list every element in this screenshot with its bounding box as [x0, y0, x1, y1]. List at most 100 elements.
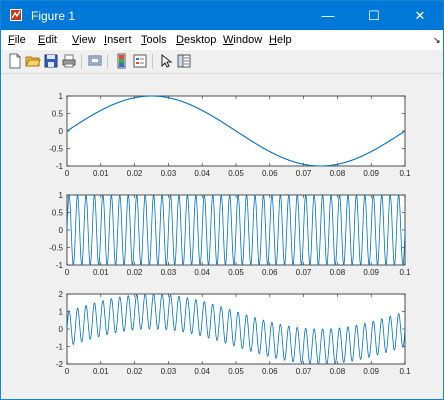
menu-help[interactable]: Help	[269, 34, 292, 46]
menu-help-label: elp	[276, 34, 292, 46]
y-tick-label: -1	[56, 343, 64, 352]
toolbar-separator	[81, 54, 82, 69]
menu-help-accel: H	[269, 34, 277, 46]
x-tick-label: 0.1	[399, 268, 411, 277]
menu-edit-label: dit	[45, 34, 57, 46]
figure-canvas[interactable]: 0 0.01 0.02 0.03 0.04 0.05 0.06 0.07 0.08 0.09 0.1…	[1, 74, 443, 399]
minimize-button[interactable]: —	[321, 8, 335, 23]
menu-desktop-label: esktop	[183, 34, 217, 46]
menu-desktop-accel: D	[176, 34, 184, 46]
y-tick-label: 1	[59, 92, 64, 101]
subplot-3-axes[interactable]: 0 0.01 0.02 0.03 0.04 0.05 0.06 0.07 0.08 0.09 0.1…	[56, 290, 411, 376]
x-tick-label: 0.01	[93, 169, 109, 178]
y-tick-label: 1	[59, 308, 64, 317]
menu-bar: File Edit View Insert Tools Desktop Wind…	[1, 30, 443, 50]
menu-file[interactable]: File	[8, 34, 26, 46]
insert-colorbar-icon[interactable]	[114, 53, 130, 69]
menu-edit-accel: E	[38, 34, 46, 46]
y-tick-label: 0.5	[52, 209, 64, 218]
x-tick-label: 0.04	[194, 169, 210, 178]
x-tick-label: 0.09	[363, 268, 379, 277]
matlab-figure-icon	[10, 9, 22, 21]
menu-tools[interactable]: Tools	[141, 34, 167, 46]
x-tick-label: 0.03	[161, 268, 177, 277]
print-icon[interactable]	[61, 53, 77, 69]
x-tick-label: 0.01	[93, 268, 109, 277]
window-title: Figure 1	[31, 9, 76, 23]
x-tick-label: 0.1	[399, 169, 411, 178]
link-plot-icon[interactable]	[87, 53, 103, 69]
x-tick-label: 0.03	[161, 367, 177, 376]
y-tick-label: -0.5	[49, 244, 63, 253]
plots-svg: 0 0.01 0.02 0.03 0.04 0.05 0.06 0.07 0.08 0.09 0.1…	[49, 92, 411, 376]
x-tick-label: 0.01	[93, 367, 109, 376]
x-tick-label: 0.03	[161, 169, 177, 178]
menu-window-label: indow	[233, 34, 263, 46]
insert-legend-icon[interactable]	[132, 53, 148, 69]
menu-desktop[interactable]: Desktop	[176, 34, 216, 46]
y-tick-label: -1	[56, 261, 64, 270]
menu-window-accel: W	[223, 34, 234, 46]
x-tick-label: 0.09	[363, 367, 379, 376]
menu-tools-accel: T	[141, 34, 147, 46]
series-line	[66, 293, 406, 365]
x-tick-label: 0.06	[262, 367, 278, 376]
menu-insert-accel: I	[104, 34, 108, 46]
y-tick-label: -2	[56, 360, 64, 369]
toolbar-separator	[107, 54, 108, 69]
title-bar[interactable]: Figure 1 — ☐ ✕	[1, 1, 443, 30]
maximize-button[interactable]: ☐	[368, 8, 380, 23]
figure-toolbar	[1, 50, 443, 74]
y-tick-label: 0	[59, 325, 64, 334]
y-tick-label: -0.5	[49, 145, 63, 154]
y-tick-label: 0.5	[52, 110, 64, 119]
x-tick-label: 0.04	[194, 268, 210, 277]
menu-view[interactable]: View	[72, 34, 96, 46]
series-line	[66, 194, 406, 266]
property-inspector-icon[interactable]	[176, 53, 192, 69]
pointer-edit-icon[interactable]	[158, 53, 174, 69]
menu-view-accel: V	[72, 34, 80, 46]
x-tick-label: 0.05	[228, 268, 244, 277]
save-icon[interactable]	[43, 53, 59, 69]
x-tick-label: 0.08	[330, 367, 346, 376]
x-tick-label: 0.05	[228, 169, 244, 178]
toolbar-separator	[152, 54, 153, 69]
x-tick-label: 0.05	[228, 367, 244, 376]
x-tick-label: 0.02	[127, 367, 143, 376]
new-figure-icon[interactable]	[7, 53, 23, 69]
series-line	[66, 95, 406, 167]
subplot-1-axes[interactable]: 0 0.01 0.02 0.03 0.04 0.05 0.06 0.07 0.08 0.09 0.1…	[49, 92, 411, 178]
x-tick-label: 0.06	[262, 268, 278, 277]
y-tick-label: 2	[59, 290, 64, 299]
menu-file-accel: F	[8, 34, 15, 46]
x-tick-label: 0.09	[363, 169, 379, 178]
menu-tools-label: ools	[146, 34, 167, 46]
menu-insert[interactable]: Insert	[104, 34, 132, 46]
x-tick-label: 0	[65, 367, 70, 376]
menu-view-label: iew	[79, 34, 96, 46]
x-tick-label: 0.02	[127, 268, 143, 277]
close-button[interactable]: ✕	[414, 8, 426, 23]
x-tick-label: 0	[65, 268, 70, 277]
x-tick-label: 0.07	[296, 367, 312, 376]
menu-edit[interactable]: Edit	[38, 34, 57, 46]
y-tick-label: -1	[56, 162, 64, 171]
menu-file-label: ile	[14, 34, 26, 46]
x-tick-label: 0.1	[399, 367, 411, 376]
x-tick-label: 0.07	[296, 169, 312, 178]
open-file-icon[interactable]	[25, 53, 41, 69]
x-tick-label: 0.08	[330, 268, 346, 277]
x-tick-label: 0.08	[330, 169, 346, 178]
x-tick-label: 0.02	[127, 169, 143, 178]
menubar-overflow-icon[interactable]: ↘	[433, 35, 441, 45]
x-tick-label: 0.04	[194, 367, 210, 376]
menu-insert-label: nsert	[107, 34, 132, 46]
subplot-2-axes[interactable]: 0 0.01 0.02 0.03 0.04 0.05 0.06 0.07 0.08 0.09 0.1…	[49, 191, 411, 277]
x-tick-label: 0.06	[262, 169, 278, 178]
y-tick-label: 0	[59, 127, 64, 136]
y-tick-label: 0	[59, 226, 64, 235]
x-tick-label: 0	[65, 169, 70, 178]
menu-window[interactable]: Window	[223, 34, 262, 46]
